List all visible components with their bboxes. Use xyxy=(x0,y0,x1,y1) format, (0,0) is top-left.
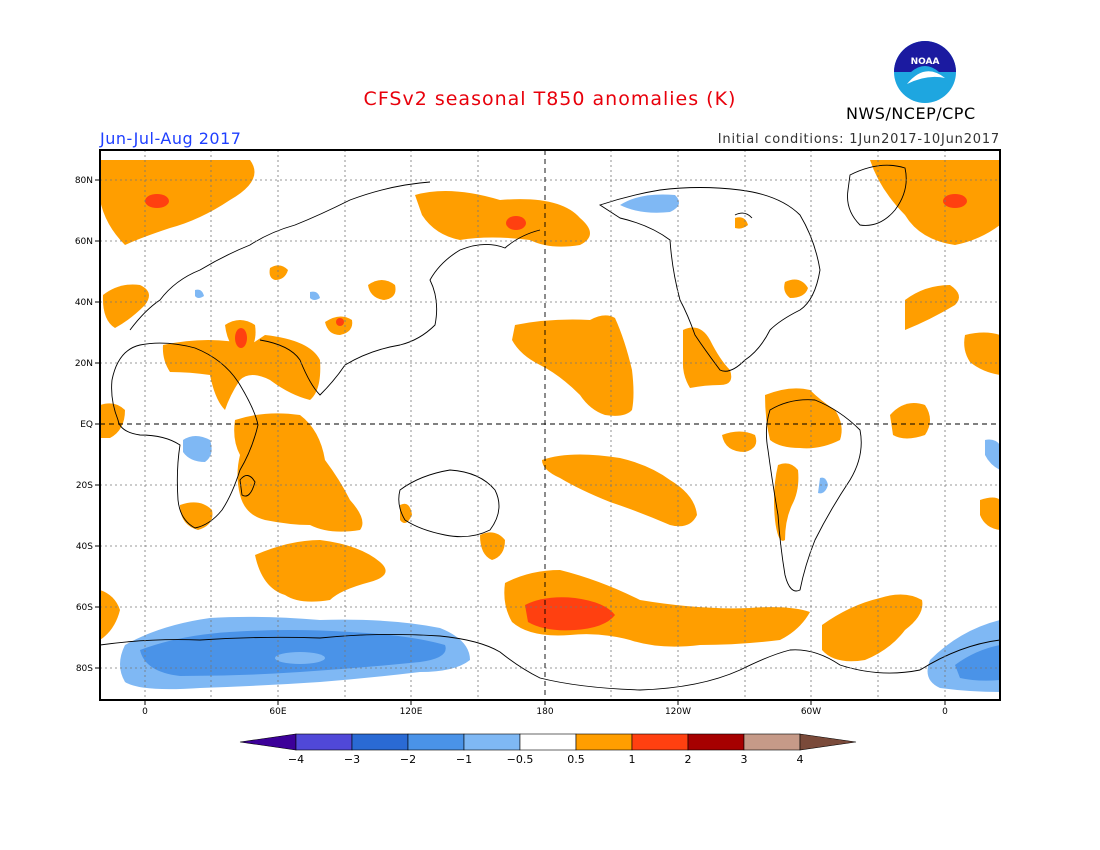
colorbar-segment xyxy=(351,733,409,751)
colorbar-segment xyxy=(687,733,745,751)
grid-lines xyxy=(100,150,1000,700)
colorbar-label: 0.5 xyxy=(567,753,585,766)
lon-label: 120E xyxy=(400,707,423,717)
reference-lines xyxy=(100,150,1000,700)
colorbar-label: 4 xyxy=(797,753,804,766)
initial-conditions-label: Initial conditions: 1Jun2017-10Jun2017 xyxy=(717,132,1000,147)
lat-label: 80N xyxy=(75,176,93,186)
colorbar-label: −0.5 xyxy=(507,753,534,766)
lat-label: 60S xyxy=(76,603,93,613)
axis-ticks xyxy=(95,179,946,705)
colorbar-label: −1 xyxy=(456,753,472,766)
colorbar-label: −4 xyxy=(288,753,304,766)
colorbar-label: 2 xyxy=(685,753,692,766)
colorbar-label: 1 xyxy=(629,753,636,766)
noaa-logo: NOAA xyxy=(894,41,956,103)
colorbar-label: 3 xyxy=(741,753,748,766)
latitude-labels: 80N 60N 40N 20N EQ 20S 40S 60S 80S xyxy=(75,176,93,674)
lon-label: 0 xyxy=(942,707,948,717)
lat-label: 40N xyxy=(75,298,93,308)
colorbar-label: −3 xyxy=(344,753,360,766)
colorbar-segment xyxy=(631,733,689,751)
colorbar-segment xyxy=(295,733,353,751)
colorbar-segment xyxy=(799,733,857,751)
colorbar-segment xyxy=(239,733,297,751)
lat-label: 40S xyxy=(76,542,93,552)
agency-label: NWS/NCEP/CPC xyxy=(846,104,976,123)
lat-label: EQ xyxy=(80,420,93,430)
colorbar-segment xyxy=(743,733,801,751)
lon-label: 60E xyxy=(269,707,286,717)
lon-label: 180 xyxy=(536,707,553,717)
lat-label: 20S xyxy=(76,481,93,491)
map-title: CFSv2 seasonal T850 anomalies (K) xyxy=(363,88,737,110)
warm-anomaly-regions xyxy=(100,160,1000,662)
lon-label: 120W xyxy=(665,707,691,717)
colorbar: −4 −3 −2 −1 −0.5 0.5 1 2 3 4 xyxy=(239,733,857,766)
colorbar-segment xyxy=(407,733,465,751)
lat-label: 60N xyxy=(75,237,93,247)
colorbar-segment xyxy=(575,733,633,751)
lon-label: 0 xyxy=(142,707,148,717)
noaa-logo-text: NOAA xyxy=(911,57,940,67)
lat-label: 80S xyxy=(76,664,93,674)
cool-core-break xyxy=(275,652,325,664)
colorbar-label: −2 xyxy=(400,753,416,766)
anomaly-fields xyxy=(100,160,1000,692)
season-label: Jun-Jul-Aug 2017 xyxy=(100,129,242,148)
colorbar-segment xyxy=(519,733,577,751)
colorbar-segment xyxy=(463,733,521,751)
lat-label: 20N xyxy=(75,359,93,369)
map-frame xyxy=(99,149,1001,701)
lon-label: 60W xyxy=(801,707,821,717)
strong-warm-anomaly-regions xyxy=(145,194,967,631)
longitude-labels: 0 60E 120E 180 120W 60W 0 xyxy=(142,707,948,717)
